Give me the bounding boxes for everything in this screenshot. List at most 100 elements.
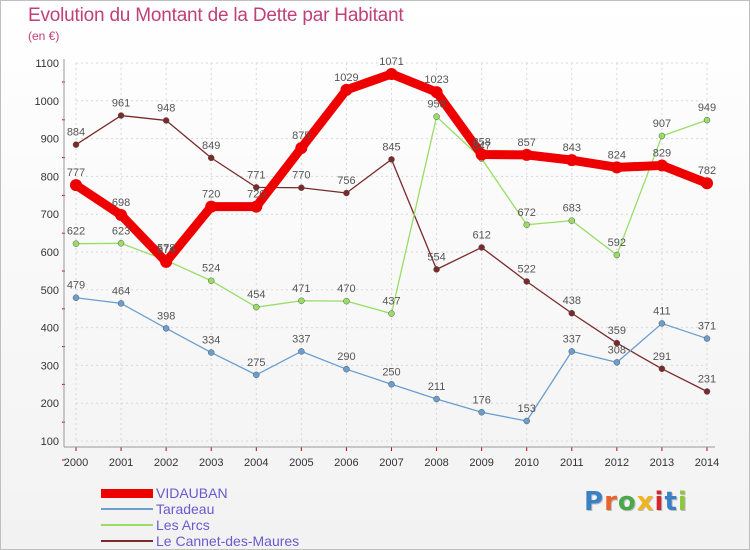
legend-label: Les Arcs (156, 517, 210, 533)
data-point-taradeau (478, 409, 485, 416)
x-tick-label: 2004 (244, 457, 268, 469)
data-point-vidauban (520, 148, 533, 161)
data-label-le-cannet-des-maures: 522 (518, 263, 536, 275)
data-point-taradeau (658, 320, 666, 327)
data-point-le-cannet-des-maures (343, 189, 350, 197)
data-point-le-cannet-des-maures (298, 184, 305, 191)
data-label-taradeau: 275 (247, 357, 265, 369)
data-point-taradeau (613, 359, 621, 366)
data-point-les-arcs (658, 132, 666, 140)
legend-swatch (101, 488, 153, 498)
y-tick-label: 500 (41, 285, 59, 297)
data-point-taradeau (433, 395, 440, 403)
data-point-vidauban (295, 142, 308, 155)
data-point-les-arcs (207, 277, 215, 284)
data-point-les-arcs (568, 217, 576, 224)
y-tick-label: 1100 (35, 58, 59, 70)
legend-swatch (101, 524, 153, 526)
x-tick-label: 2007 (379, 457, 403, 469)
data-point-taradeau (162, 325, 170, 332)
data-point-le-cannet-des-maures (388, 156, 395, 163)
data-point-taradeau (72, 294, 80, 301)
data-label-taradeau: 337 (563, 333, 581, 345)
data-label-vidauban: 720 (247, 189, 265, 201)
value-labels: 884 961 948 849 771 770 756 845 554 612 522 438 359 2… (67, 56, 716, 415)
data-label-le-cannet-des-maures: 884 (67, 127, 85, 139)
data-label-taradeau: 464 (112, 285, 130, 297)
x-tick-label: 2008 (424, 457, 448, 469)
x-tick-label: 2000 (64, 457, 88, 469)
data-point-taradeau (388, 381, 395, 388)
data-point-les-arcs (72, 240, 80, 247)
data-point-le-cannet-des-maures (162, 117, 170, 124)
data-label-taradeau: 411 (653, 305, 671, 317)
data-label-vidauban: 698 (112, 197, 130, 209)
data-point-vidauban (205, 200, 218, 213)
data-label-vidauban: 857 (518, 137, 536, 149)
x-tick-label: 2010 (514, 457, 538, 469)
data-label-le-cannet-des-maures: 849 (202, 140, 220, 152)
data-point-le-cannet-des-maures (253, 184, 260, 191)
x-tick-label: 2013 (650, 457, 674, 469)
data-point-les-arcs (523, 221, 530, 229)
data-label-les-arcs: 592 (608, 237, 626, 249)
logo-letter: i (654, 487, 665, 517)
chart-unit: (en €) (28, 29, 60, 43)
data-point-vidauban (430, 86, 443, 99)
logo-letter: t (664, 487, 678, 517)
proxiti-logo: Proxiti (584, 487, 688, 517)
legend-item: VIDAUBAN (101, 485, 401, 501)
data-point-taradeau (343, 365, 350, 373)
data-point-taradeau (253, 371, 260, 379)
data-point-le-cannet-des-maures (658, 365, 666, 373)
x-tick-label: 2009 (469, 457, 493, 469)
legend-label: VIDAUBAN (156, 485, 228, 501)
data-point-taradeau (207, 349, 215, 356)
y-tick-label: 600 (41, 247, 59, 259)
data-point-taradeau (298, 348, 305, 355)
data-point-vidauban (250, 200, 263, 213)
data-label-le-cannet-des-maures: 612 (472, 229, 490, 241)
data-point-le-cannet-des-maures (72, 141, 80, 148)
data-point-le-cannet-des-maures (207, 154, 215, 162)
data-label-vidauban: 782 (698, 165, 716, 177)
data-label-vidauban: 720 (202, 189, 220, 201)
data-label-le-cannet-des-maures: 961 (112, 98, 130, 110)
data-point-vidauban (565, 154, 578, 167)
data-label-les-arcs: 672 (518, 207, 536, 219)
y-tick-label: 400 (41, 323, 59, 335)
logo-letter: r (604, 487, 618, 517)
logo-letter: x (636, 487, 655, 517)
data-label-taradeau: 176 (472, 394, 490, 406)
y-tick-label: 300 (41, 360, 59, 372)
legend-swatch (101, 508, 153, 510)
data-label-les-arcs: 623 (112, 225, 130, 237)
data-label-vidauban: 858 (472, 136, 490, 148)
legend-label: Taradeau (156, 501, 215, 517)
data-label-le-cannet-des-maures: 948 (157, 102, 175, 114)
data-label-vidauban: 777 (67, 167, 85, 179)
data-point-vidauban (701, 177, 713, 190)
logo-letter: P (584, 487, 605, 517)
data-label-vidauban: 1071 (379, 56, 403, 68)
legend-item: Les Arcs (101, 517, 401, 533)
data-point-les-arcs (253, 303, 260, 311)
data-label-le-cannet-des-maures: 756 (337, 175, 355, 187)
data-label-les-arcs: 622 (67, 226, 85, 238)
data-label-taradeau: 290 (337, 351, 355, 363)
data-point-vidauban (115, 208, 128, 221)
x-tick-label: 2012 (605, 457, 629, 469)
axes: 100 200 300 400 500 600 700 800 900 1000 1100 2000 2… (35, 58, 720, 469)
data-point-le-cannet-des-maures (478, 244, 485, 251)
data-label-taradeau: 250 (382, 366, 400, 378)
data-point-les-arcs (343, 297, 350, 305)
y-tick-label: 200 (41, 398, 59, 410)
legend-item: Taradeau (101, 501, 401, 517)
data-point-le-cannet-des-maures (703, 388, 711, 395)
data-label-taradeau: 211 (428, 381, 446, 393)
data-point-les-arcs (388, 310, 395, 317)
data-label-les-arcs: 847 (472, 141, 490, 153)
x-tick-label: 2002 (154, 457, 178, 469)
data-point-le-cannet-des-maures (117, 112, 125, 119)
